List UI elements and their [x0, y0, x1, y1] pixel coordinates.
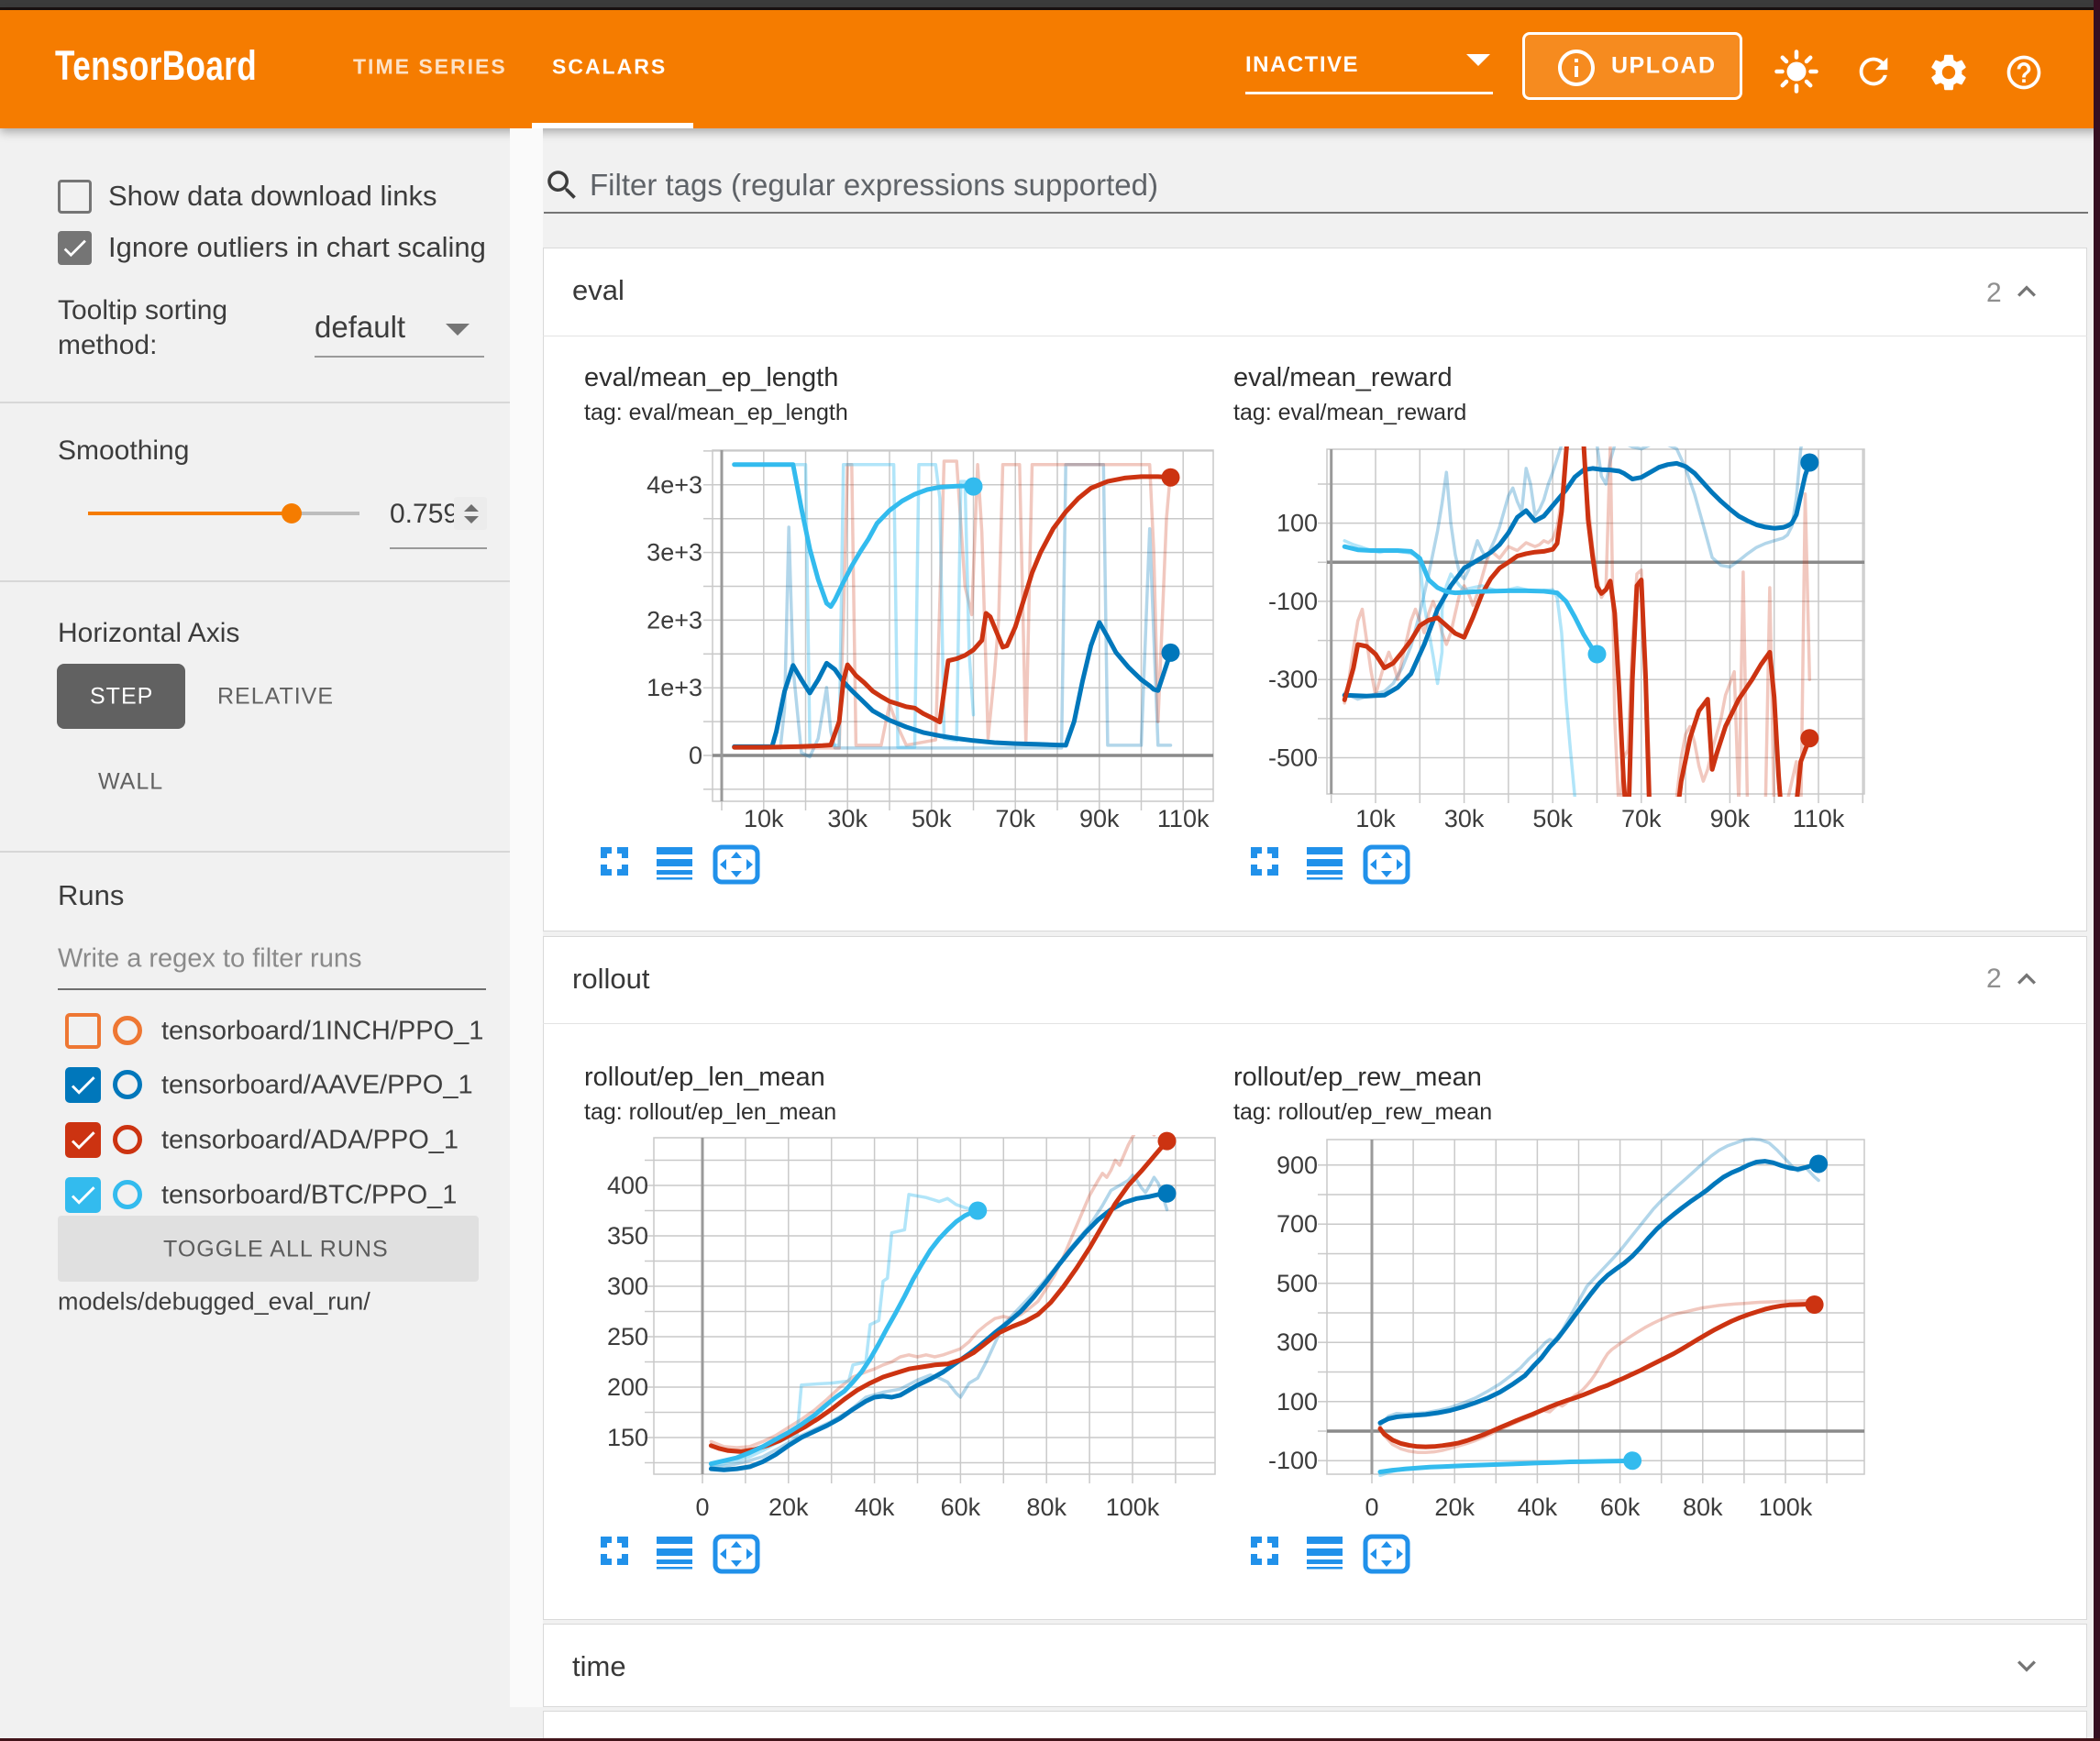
svg-text:10k: 10k [1355, 805, 1396, 832]
svg-text:100k: 100k [1106, 1493, 1160, 1521]
svg-text:500: 500 [1277, 1270, 1318, 1297]
svg-text:tag: rollout/ep_rew_mean: tag: rollout/ep_rew_mean [1233, 1099, 1492, 1125]
svg-text:50k: 50k [912, 805, 952, 832]
svg-text:250: 250 [607, 1323, 648, 1350]
svg-text:rollout/ep_len_mean: rollout/ep_len_mean [584, 1063, 825, 1092]
svg-text:90k: 90k [1079, 805, 1120, 832]
svg-text:-100: -100 [1268, 1447, 1318, 1474]
svg-text:tag: eval/mean_reward: tag: eval/mean_reward [1233, 400, 1466, 425]
svg-text:100: 100 [1277, 1388, 1318, 1416]
svg-text:3e+3: 3e+3 [647, 539, 702, 567]
svg-text:tag: rollout/ep_len_mean: tag: rollout/ep_len_mean [584, 1099, 836, 1125]
svg-text:200: 200 [607, 1373, 648, 1401]
svg-text:20k: 20k [1434, 1493, 1475, 1521]
svg-text:-100: -100 [1268, 588, 1318, 615]
svg-text:4e+3: 4e+3 [647, 471, 702, 499]
svg-text:300: 300 [607, 1273, 648, 1300]
svg-text:110k: 110k [1157, 805, 1210, 832]
svg-text:0: 0 [1365, 1493, 1378, 1521]
svg-text:-500: -500 [1268, 744, 1318, 772]
svg-text:350: 350 [607, 1222, 648, 1250]
svg-text:150: 150 [607, 1424, 648, 1451]
svg-text:100: 100 [1277, 510, 1318, 537]
svg-text:0: 0 [689, 742, 702, 769]
svg-text:300: 300 [1277, 1328, 1318, 1356]
svg-text:tag: eval/mean_ep_length: tag: eval/mean_ep_length [584, 400, 848, 425]
svg-text:30k: 30k [1444, 805, 1485, 832]
svg-text:90k: 90k [1710, 805, 1751, 832]
svg-text:0: 0 [695, 1493, 709, 1521]
svg-text:20k: 20k [768, 1493, 809, 1521]
svg-text:100k: 100k [1759, 1493, 1813, 1521]
svg-text:50k: 50k [1532, 805, 1573, 832]
svg-text:80k: 80k [1683, 1493, 1723, 1521]
svg-text:rollout/ep_rew_mean: rollout/ep_rew_mean [1233, 1063, 1482, 1092]
svg-text:900: 900 [1277, 1151, 1318, 1179]
svg-text:30k: 30k [827, 805, 868, 832]
svg-text:700: 700 [1277, 1210, 1318, 1238]
svg-text:40k: 40k [1518, 1493, 1558, 1521]
svg-text:-300: -300 [1268, 666, 1318, 693]
svg-text:110k: 110k [1793, 805, 1845, 832]
svg-text:10k: 10k [744, 805, 784, 832]
svg-text:40k: 40k [855, 1493, 895, 1521]
svg-text:eval/mean_ep_length: eval/mean_ep_length [584, 363, 838, 392]
svg-text:1e+3: 1e+3 [647, 674, 702, 701]
svg-text:60k: 60k [1600, 1493, 1641, 1521]
svg-text:eval/mean_reward: eval/mean_reward [1233, 363, 1453, 392]
svg-text:70k: 70k [1621, 805, 1662, 832]
svg-text:70k: 70k [995, 805, 1035, 832]
svg-text:80k: 80k [1026, 1493, 1067, 1521]
svg-text:400: 400 [607, 1172, 648, 1199]
svg-text:2e+3: 2e+3 [647, 606, 702, 634]
svg-text:60k: 60k [941, 1493, 981, 1521]
